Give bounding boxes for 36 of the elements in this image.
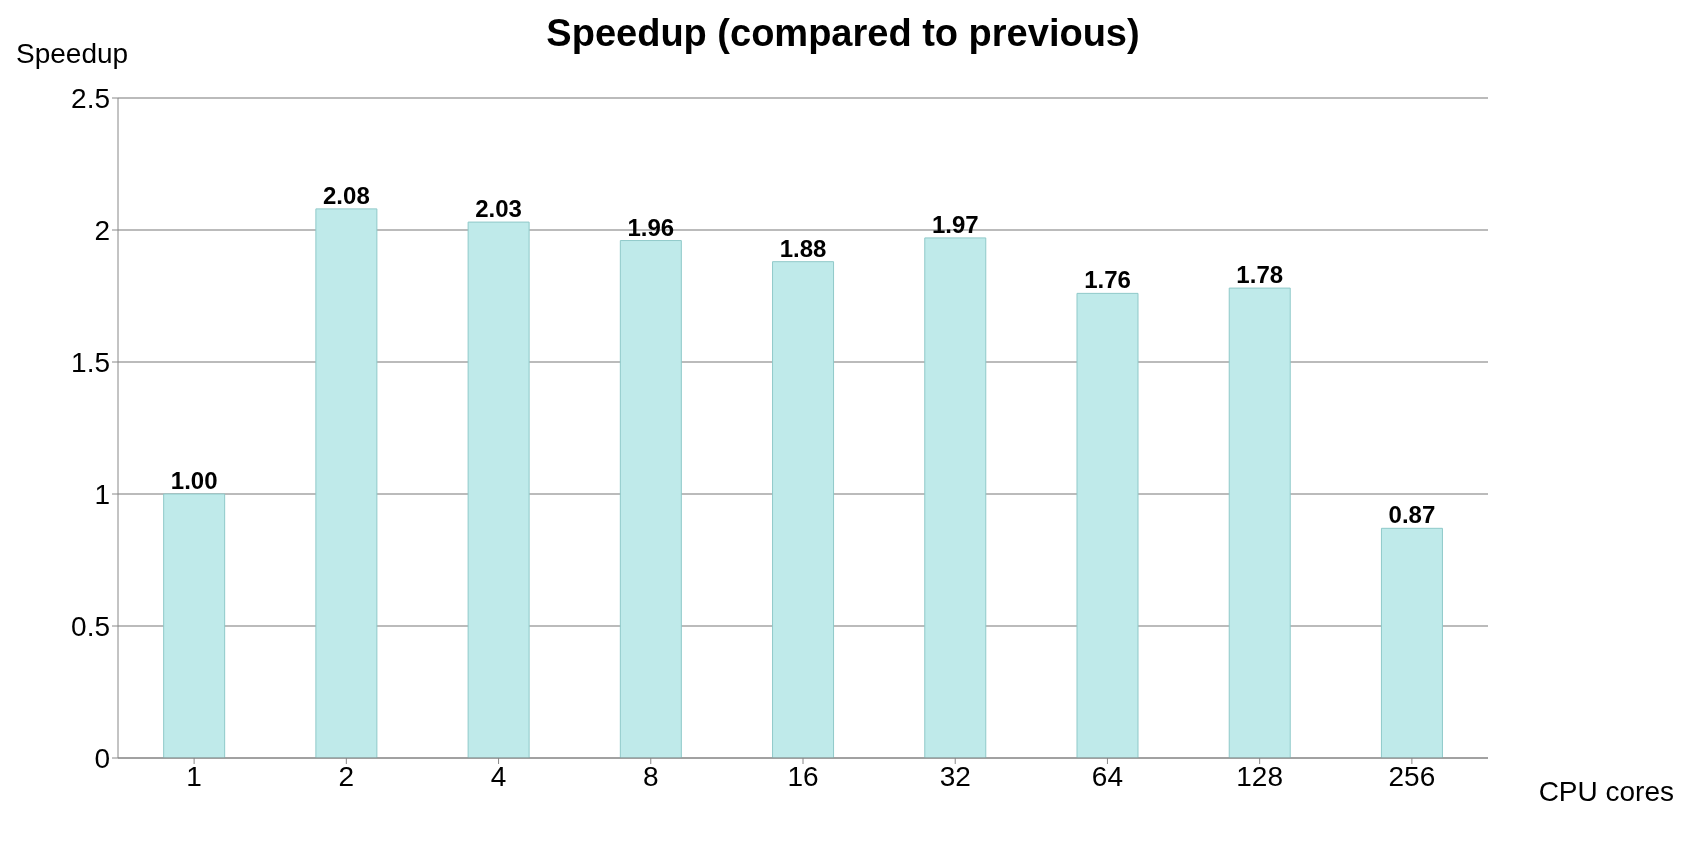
x-tick-label: 256 bbox=[1388, 760, 1436, 792]
x-tick-label: 128 bbox=[1236, 760, 1284, 792]
y-tick-label: 2.5 bbox=[71, 82, 110, 114]
x-tick-label: 2 bbox=[338, 760, 355, 792]
bar bbox=[619, 240, 682, 758]
data-label: 1.76 bbox=[1084, 266, 1131, 294]
data-label: 2.03 bbox=[475, 195, 522, 223]
x-tick-label: 4 bbox=[490, 760, 507, 792]
x-tick-label: 64 bbox=[1091, 760, 1124, 792]
y-tick-label: 2 bbox=[94, 214, 110, 246]
y-tick-label: 1 bbox=[94, 478, 110, 510]
chart-title: Speedup (compared to previous) bbox=[546, 12, 1140, 54]
x-tick-label: 16 bbox=[787, 760, 819, 792]
data-label: 2.08 bbox=[323, 181, 370, 209]
data-label: 1.00 bbox=[170, 467, 218, 494]
y-tick-label: 0 bbox=[94, 742, 110, 774]
data-label: 1.97 bbox=[931, 210, 979, 238]
bar bbox=[772, 261, 835, 758]
y-tick-label: 1.5 bbox=[71, 346, 110, 378]
x-tick-label: 32 bbox=[939, 760, 971, 792]
bar bbox=[1228, 287, 1291, 758]
data-label: 0.87 bbox=[1388, 501, 1436, 529]
y-axis-title: Speedup bbox=[16, 38, 129, 70]
bar bbox=[315, 208, 378, 758]
bar bbox=[924, 237, 987, 758]
bar bbox=[1076, 292, 1139, 758]
bar bbox=[163, 493, 226, 758]
bar bbox=[1380, 527, 1443, 758]
bar bbox=[467, 221, 530, 758]
x-tick-label: 1 bbox=[186, 760, 202, 792]
data-label: 1.78 bbox=[1236, 261, 1284, 289]
x-axis-title: CPU cores bbox=[1538, 776, 1674, 808]
y-tick-label: 0.5 bbox=[71, 610, 110, 642]
data-label: 1.96 bbox=[627, 213, 675, 241]
data-label: 1.88 bbox=[779, 234, 827, 262]
x-tick-label: 8 bbox=[642, 760, 659, 792]
